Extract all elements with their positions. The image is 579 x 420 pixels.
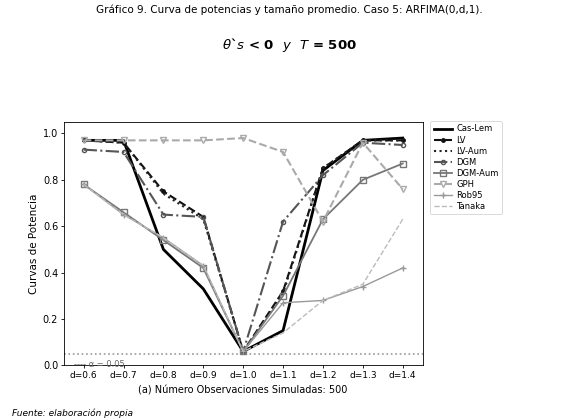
LV-Aum [120,140,127,145]
DGM [200,214,207,219]
LV [80,138,87,143]
LV-Aum [400,138,406,143]
LV [160,189,167,194]
DGM-Aum [200,265,207,270]
DGM-Aum [280,293,287,298]
DGM [360,140,367,145]
GPH [280,150,287,155]
X-axis label: (a) Número Observaciones Simuladas: 500: (a) Número Observaciones Simuladas: 500 [138,386,348,396]
LV [400,138,406,143]
LV-Aum [200,217,207,222]
Line: Tanaka: Tanaka [83,184,403,352]
LV [320,165,327,171]
Line: DGM: DGM [82,141,405,354]
GPH [320,219,327,224]
Cas-Lem [360,138,367,143]
DGM-Aum [80,182,87,187]
Rob95 [320,298,327,303]
Rob95 [80,182,87,187]
LV-Aum [280,291,287,296]
Rob95 [400,265,406,270]
Tanaka [120,212,127,217]
Line: LV: LV [80,137,406,355]
GPH [80,138,87,143]
Tanaka [320,298,327,303]
Tanaka [280,331,287,336]
Line: Rob95: Rob95 [81,182,405,354]
Tanaka [240,349,247,354]
Tanaka [200,263,207,268]
DGM [320,173,327,178]
Tanaka [360,282,367,287]
DGM-Aum [360,177,367,182]
GPH [240,136,247,141]
DGM-Aum [320,217,327,222]
Rob95 [120,212,127,217]
Rob95 [280,300,287,305]
LV [240,349,247,354]
LV-Aum [80,138,87,143]
GPH [200,138,207,143]
Text: Gráfico 9. Curva de potencias y tamaño promedio. Caso 5: ARFIMA(0,d,1).: Gráfico 9. Curva de potencias y tamaño p… [96,4,483,15]
Cas-Lem [160,247,167,252]
Rob95 [360,284,367,289]
DGM-Aum [400,161,406,166]
GPH [120,138,127,143]
DGM-Aum [120,210,127,215]
Cas-Lem [400,136,406,141]
DGM [240,349,247,354]
LV [200,214,207,219]
Line: Cas-Lem: Cas-Lem [83,138,403,352]
DGM [160,212,167,217]
DGM-Aum [240,349,247,354]
Rob95 [200,263,207,268]
Rob95 [160,235,167,240]
Cas-Lem [280,328,287,333]
Cas-Lem [320,168,327,173]
GPH [400,186,406,192]
Y-axis label: Curvas de Potencia: Curvas de Potencia [28,194,39,294]
LV [120,140,127,145]
LV [280,289,287,294]
Cas-Lem [120,138,127,143]
Text: $\mathit{\theta}$`$\mathit{s}$ < 0  $\mathit{y}$  $T$ = 500: $\mathit{\theta}$`$\mathit{s}$ < 0 $\mat… [222,36,357,54]
LV-Aum [360,138,367,143]
Cas-Lem [200,286,207,291]
GPH [160,138,167,143]
LV-Aum [240,349,247,354]
Cas-Lem [80,138,87,143]
Cas-Lem [240,349,247,354]
DGM-Aum [160,238,167,243]
Rob95 [240,349,247,354]
DGM [80,147,87,152]
Line: LV-Aum: LV-Aum [83,140,403,352]
DGM [280,219,287,224]
LV-Aum [160,191,167,196]
Text: ---- α = 0.05: ---- α = 0.05 [74,360,124,369]
Line: DGM-Aum: DGM-Aum [81,161,405,354]
Legend: Cas-Lem, LV, LV-Aum, DGM, DGM-Aum, GPH, Rob95, Tanaka: Cas-Lem, LV, LV-Aum, DGM, DGM-Aum, GPH, … [430,121,502,214]
Tanaka [400,217,406,222]
LV-Aum [320,165,327,171]
LV [360,138,367,143]
DGM [400,142,406,147]
DGM [120,150,127,155]
Tanaka [160,235,167,240]
Line: GPH: GPH [80,134,406,225]
GPH [360,140,367,145]
Text: Fuente: elaboración propia: Fuente: elaboración propia [12,408,133,418]
Tanaka [80,182,87,187]
